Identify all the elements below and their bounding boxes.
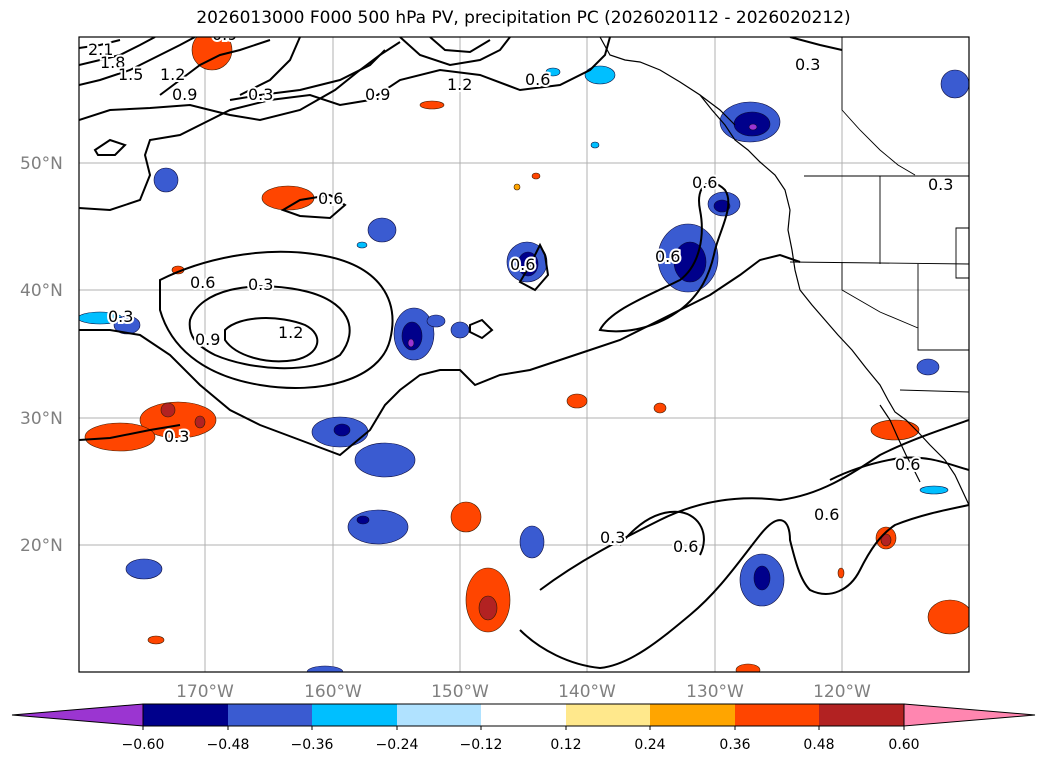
colorbar-tick-label: −0.48	[207, 737, 250, 753]
pv-label: 0.6	[673, 537, 698, 556]
pv-label: 0.6	[895, 455, 920, 474]
lat-label: 30°N	[20, 409, 63, 429]
colorbar-tick-label: −0.24	[376, 737, 419, 753]
latitude-labels: 50°N 40°N 30°N 20°N	[20, 154, 63, 556]
pv-label: 0.6	[318, 189, 343, 208]
colorbar-frame	[142, 703, 905, 727]
colorbar-segment	[143, 704, 228, 726]
pv-label: 1.5	[118, 65, 143, 84]
pv-label: 1.2	[447, 75, 472, 94]
lon-label: 140°W	[558, 682, 616, 702]
pv-label: 1.2	[278, 323, 303, 342]
pv-label: 0.6	[190, 273, 215, 292]
colorbar-tick-label: −0.60	[122, 737, 165, 753]
pv-label: 0.6	[814, 505, 839, 524]
colorbar: −0.60 −0.48 −0.36 −0.24 −0.12 0.12 0.24 …	[11, 703, 1036, 753]
lat-label: 50°N	[20, 154, 63, 174]
colorbar-tick-label: 0.36	[719, 737, 750, 753]
colorbar-extend-low	[11, 703, 144, 727]
colorbar-ticks	[142, 726, 905, 730]
colorbar-segment	[819, 704, 904, 726]
pv-label: 1.2	[160, 65, 185, 84]
lon-label: 150°W	[431, 682, 489, 702]
pv-label: 0.3	[164, 427, 189, 446]
lon-label: 130°W	[686, 682, 744, 702]
pv-label: 0.3	[928, 175, 953, 194]
colorbar-segment	[228, 704, 312, 726]
colorbar-tick-labels: −0.60 −0.48 −0.36 −0.24 −0.12 0.12 0.24 …	[122, 737, 920, 753]
pv-label: 0.9	[172, 85, 197, 104]
lon-label: 120°W	[813, 682, 871, 702]
political-boundaries	[789, 37, 969, 393]
pv-label: 0.6	[655, 247, 680, 266]
colorbar-segment	[397, 704, 481, 726]
colorbar-tick-label: 0.60	[888, 737, 919, 753]
lat-label: 20°N	[20, 536, 63, 556]
precip-positive-shading	[84, 37, 969, 672]
pv-label: 1.8	[100, 53, 125, 72]
colorbar-tick-label: −0.12	[460, 737, 503, 753]
colorbar-tick-label: −0.36	[291, 737, 334, 753]
pv-contours	[79, 37, 969, 670]
colorbar-tick-label: 0.12	[550, 737, 581, 753]
lat-label: 40°N	[20, 281, 63, 301]
colorbar-tick-label: 0.24	[634, 737, 665, 753]
pv-label: 0.3	[600, 528, 625, 547]
pv-label: 0.3	[248, 275, 273, 294]
colorbar-segment	[650, 704, 735, 726]
pv-label: 2.1	[88, 40, 113, 59]
graticule	[79, 37, 969, 672]
pv-label: 0.6	[692, 173, 717, 192]
colorbar-segment	[735, 704, 819, 726]
lon-label: 160°W	[304, 682, 362, 702]
pv-label: 0.6	[525, 70, 550, 89]
pv-label: 0.6	[510, 255, 535, 274]
colorbar-segment	[566, 704, 650, 726]
pv-contour-labels: 2.1 1.8 1.5 1.2 0.9 0.3 0.9 1.2 0.6 0.3 …	[86, 25, 955, 558]
colorbar-segment	[481, 704, 566, 726]
pv-label: 0.3	[248, 85, 273, 104]
pv-label: 0.9	[195, 330, 220, 349]
pv-label: 0.9	[212, 25, 237, 44]
precip-negative-shading	[79, 65, 969, 672]
colorbar-extend-high	[903, 703, 1036, 727]
colorbar-segment	[312, 704, 397, 726]
longitude-labels: 170°W 160°W 150°W 140°W 130°W 120°W	[176, 682, 871, 702]
colorbar-tick-label: 0.48	[803, 737, 834, 753]
pv-label: 0.3	[795, 55, 820, 74]
pv-label: 0.9	[365, 85, 390, 104]
map-title: 2026013000 F000 500 hPa PV, precipitatio…	[196, 8, 851, 28]
map-frame	[78, 36, 970, 673]
pv-label: 0.3	[108, 307, 133, 326]
map-background	[79, 37, 969, 672]
lon-label: 170°W	[176, 682, 234, 702]
